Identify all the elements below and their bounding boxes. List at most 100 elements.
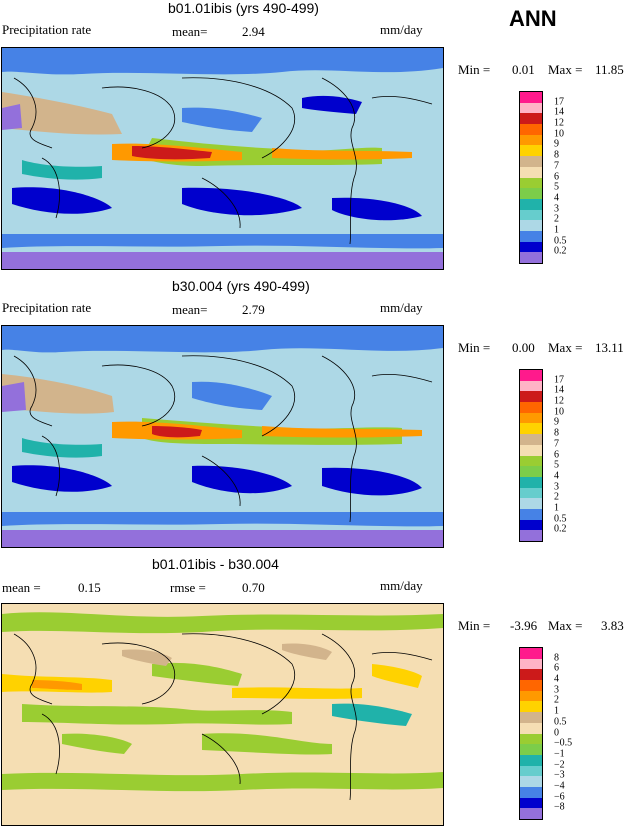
panel-1-max-value: 11.85: [595, 62, 624, 77]
colorbar-tick-label: −6: [554, 791, 565, 803]
colorbar-tick-label: 4: [554, 470, 559, 482]
colorbar-tick-label: 4: [554, 673, 559, 685]
colorbar-swatch: [520, 690, 542, 702]
panel-1-variable-label: Precipitation rate: [2, 22, 92, 37]
panel-2-max-value: 13.11: [595, 340, 624, 355]
colorbar-swatch: [520, 530, 542, 541]
colorbar-swatch: [520, 412, 542, 424]
colorbar-swatch: [520, 92, 542, 103]
colorbar-swatch: [520, 797, 542, 809]
colorbar-tick-label: 10: [554, 406, 564, 418]
panel-2-units: mm/day: [380, 300, 423, 315]
colorbar-swatch: [520, 380, 542, 392]
panel-2-mean-value: 2.79: [242, 302, 265, 317]
panel-1-colorbar-swatches: [520, 92, 542, 263]
panel-2-title: b30.004 (yrs 490-499): [172, 278, 310, 294]
panel-1-mean-label: mean=: [172, 24, 208, 39]
panel-2-map: [1, 325, 444, 548]
colorbar-swatch: [520, 476, 542, 488]
colorbar-tick-label: 7: [554, 160, 559, 172]
panel-1-colorbar: [519, 91, 543, 264]
panel-3-colorbar: [519, 647, 543, 820]
colorbar-tick-label: 3: [554, 481, 559, 493]
colorbar-tick-label: 12: [554, 117, 564, 129]
colorbar-swatch: [520, 145, 542, 157]
colorbar-tick-label: 2: [554, 694, 559, 706]
panel-2-variable-label: Precipitation rate: [2, 300, 92, 315]
panel-3-colorbar-swatches: [520, 648, 542, 819]
colorbar-swatch: [520, 113, 542, 125]
panel-3-units: mm/day: [380, 578, 423, 593]
panel-3-min-label: Min =: [458, 618, 491, 633]
colorbar-tick-label: 17: [554, 96, 564, 108]
panel-3-max-label: Max =: [548, 618, 583, 633]
colorbar-tick-label: 0: [554, 727, 559, 738]
panel-1-mean-value: 2.94: [242, 24, 265, 39]
colorbar-swatch: [520, 134, 542, 146]
colorbar-tick-label: 2: [554, 213, 559, 225]
colorbar-tick-label: 3: [554, 203, 559, 215]
panel-1-min-label: Min =: [458, 62, 491, 77]
colorbar-swatch: [520, 722, 542, 734]
colorbar-tick-label: 12: [554, 395, 564, 407]
colorbar-tick-label: 0.5: [554, 716, 567, 728]
colorbar-tick-label: −0.5: [554, 737, 573, 749]
panel-3-mean-value: 0.15: [78, 580, 101, 595]
panel-2-min-value: 0.00: [512, 340, 535, 355]
panel-1-title: b01.01ibis (yrs 490-499): [168, 0, 319, 16]
season-label: ANN: [509, 6, 557, 31]
colorbar-tick-label: 0.2: [554, 523, 567, 535]
colorbar-tick-label: −1: [554, 748, 565, 760]
colorbar-tick-label: −2: [554, 759, 565, 771]
colorbar-swatch: [520, 786, 542, 798]
panel-3-min-value: -3.96: [510, 618, 538, 633]
colorbar-swatch: [520, 166, 542, 178]
colorbar-swatch: [520, 230, 542, 242]
colorbar-swatch: [520, 370, 542, 381]
colorbar-swatch: [520, 156, 542, 167]
panel-2-min-label: Min =: [458, 340, 491, 355]
panel-3-title: b01.01ibis - b30.004: [152, 556, 279, 572]
panel-1-units: mm/day: [380, 22, 423, 37]
colorbar-tick-label: 1: [554, 502, 559, 514]
colorbar-tick-label: 6: [554, 449, 559, 460]
panel-1-min-value: 0.01: [512, 62, 535, 77]
colorbar-swatch: [520, 434, 542, 445]
panel-3-rmse-value: 0.70: [242, 580, 265, 595]
colorbar-swatch: [520, 241, 542, 253]
colorbar-tick-label: 8: [554, 427, 559, 439]
colorbar-tick-label: 17: [554, 374, 564, 386]
colorbar-swatch: [520, 252, 542, 263]
colorbar-swatch: [520, 124, 542, 135]
panel-3-mean-label: mean =: [2, 580, 41, 595]
colorbar-tick-label: 9: [554, 416, 559, 428]
colorbar-swatch: [520, 776, 542, 787]
colorbar-swatch: [520, 198, 542, 210]
colorbar-swatch: [520, 669, 542, 681]
colorbar-swatch: [520, 680, 542, 691]
colorbar-swatch: [520, 733, 542, 745]
colorbar-swatch: [520, 519, 542, 531]
colorbar-swatch: [520, 508, 542, 520]
colorbar-swatch: [520, 177, 542, 189]
colorbar-tick-label: 8: [554, 149, 559, 161]
colorbar-tick-label: 7: [554, 438, 559, 450]
colorbar-tick-label: 3: [554, 684, 559, 696]
colorbar-tick-label: 10: [554, 128, 564, 140]
colorbar-tick-label: 14: [554, 106, 564, 118]
colorbar-tick-label: 1: [554, 224, 559, 236]
colorbar-swatch: [520, 209, 542, 221]
colorbar-tick-label: 1: [554, 705, 559, 717]
colorbar-tick-label: 6: [554, 171, 559, 182]
colorbar-swatch: [520, 423, 542, 435]
colorbar-tick-label: 6: [554, 662, 559, 674]
colorbar-swatch: [520, 808, 542, 819]
colorbar-tick-label: −8: [554, 801, 565, 813]
colorbar-tick-label: 8: [554, 652, 559, 664]
panel-2-max-label: Max =: [548, 340, 583, 355]
colorbar-tick-label: 4: [554, 192, 559, 204]
colorbar-tick-label: 0.5: [554, 513, 567, 525]
panel-1-map: [1, 47, 444, 270]
colorbar-swatch: [520, 648, 542, 659]
colorbar-tick-label: −4: [554, 780, 565, 792]
